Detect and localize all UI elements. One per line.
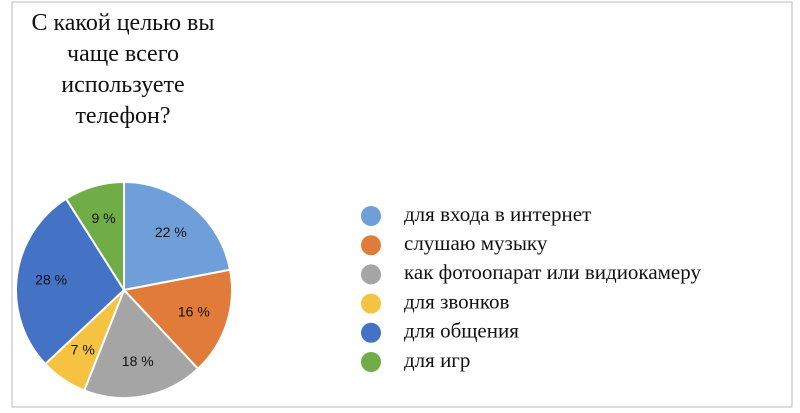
legend-marker [361,293,381,314]
pie-slice [15,197,126,366]
pie-slice [123,180,232,292]
legend-marker [361,235,381,256]
legend-label: для игр [404,348,470,372]
data-label: 18 % [122,353,154,369]
pie-slice [82,288,200,399]
legend-marker [361,322,381,343]
data-label: 28 % [35,271,67,287]
legend-label: для входа в интернет [404,202,591,226]
pie-slice [64,180,125,294]
data-label: 22 % [155,224,187,240]
legend-label: слушаю музыку [404,231,548,255]
data-label: 9 % [91,210,115,226]
legend-label: для общения [404,319,519,343]
legend-label: для звонков [404,289,510,313]
legend-label: как фотоопарат или видиокамеру [404,260,701,284]
legend-marker [361,206,381,226]
legend-marker [361,352,381,372]
frame [11,1,793,408]
data-label: 7 % [71,341,95,357]
legend-marker [361,264,381,285]
data-label: 16 % [178,303,210,319]
pie-slice [122,268,233,371]
chart-title: С какой целью вы чаще всего используете … [31,10,215,129]
